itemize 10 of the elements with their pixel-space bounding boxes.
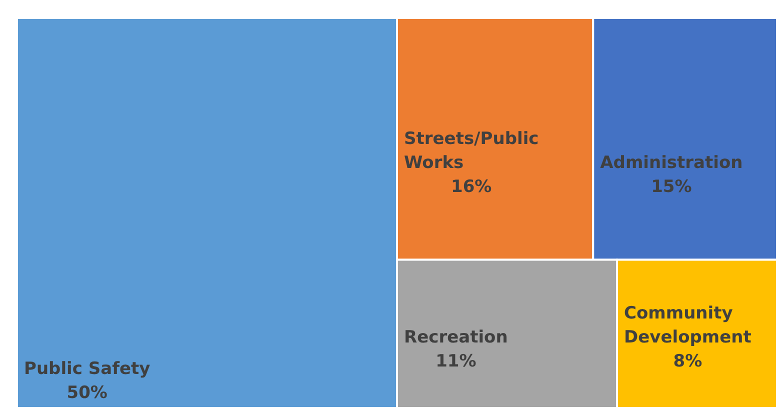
category-label: Administration [600, 153, 743, 174]
data-label: 15% [651, 177, 692, 198]
data-label: 50% [66, 383, 108, 403]
category-label: Community Development [624, 304, 752, 348]
category-label: Public Safety [24, 359, 150, 379]
data-label: 8% [673, 352, 702, 372]
data-label: 11% [436, 352, 476, 372]
category-label: Streets/Public Works [404, 129, 539, 174]
category-label: Recreation [404, 328, 508, 348]
data-label: 16% [451, 177, 492, 198]
